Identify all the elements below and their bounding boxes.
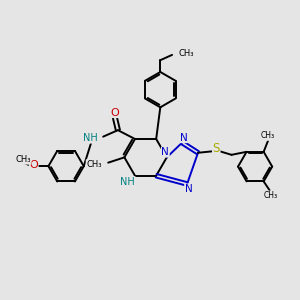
Text: NH: NH: [120, 177, 135, 187]
Text: N: N: [180, 133, 188, 142]
Text: N: N: [161, 147, 169, 157]
Text: CH₃: CH₃: [86, 160, 102, 169]
Text: NH: NH: [83, 133, 98, 143]
Text: CH₃: CH₃: [261, 131, 275, 140]
Text: CH₃: CH₃: [16, 155, 31, 164]
Text: O: O: [111, 107, 119, 118]
Text: O: O: [29, 160, 38, 170]
Text: CH₃: CH₃: [264, 191, 278, 200]
Text: CH₃: CH₃: [178, 49, 194, 58]
Text: S: S: [213, 142, 220, 155]
Text: N: N: [185, 184, 192, 194]
